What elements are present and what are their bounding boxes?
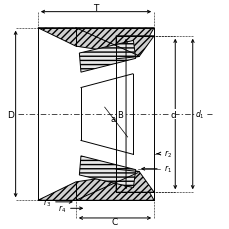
Text: T: T bbox=[93, 4, 98, 13]
Polygon shape bbox=[116, 37, 153, 60]
Polygon shape bbox=[79, 156, 135, 188]
Text: $r_1$: $r_1$ bbox=[164, 163, 172, 175]
Text: B: B bbox=[117, 110, 123, 119]
Text: $r_3$: $r_3$ bbox=[43, 196, 51, 208]
Text: C: C bbox=[111, 217, 118, 226]
Text: $r_4$: $r_4$ bbox=[58, 203, 66, 214]
Text: $r_2$: $r_2$ bbox=[164, 148, 172, 160]
Polygon shape bbox=[116, 169, 153, 192]
Text: $d_1$: $d_1$ bbox=[195, 108, 204, 121]
Polygon shape bbox=[79, 41, 135, 73]
Polygon shape bbox=[38, 173, 153, 200]
Text: D: D bbox=[8, 110, 14, 119]
Text: d: d bbox=[169, 110, 175, 119]
Text: a: a bbox=[110, 114, 115, 124]
Polygon shape bbox=[38, 29, 153, 56]
